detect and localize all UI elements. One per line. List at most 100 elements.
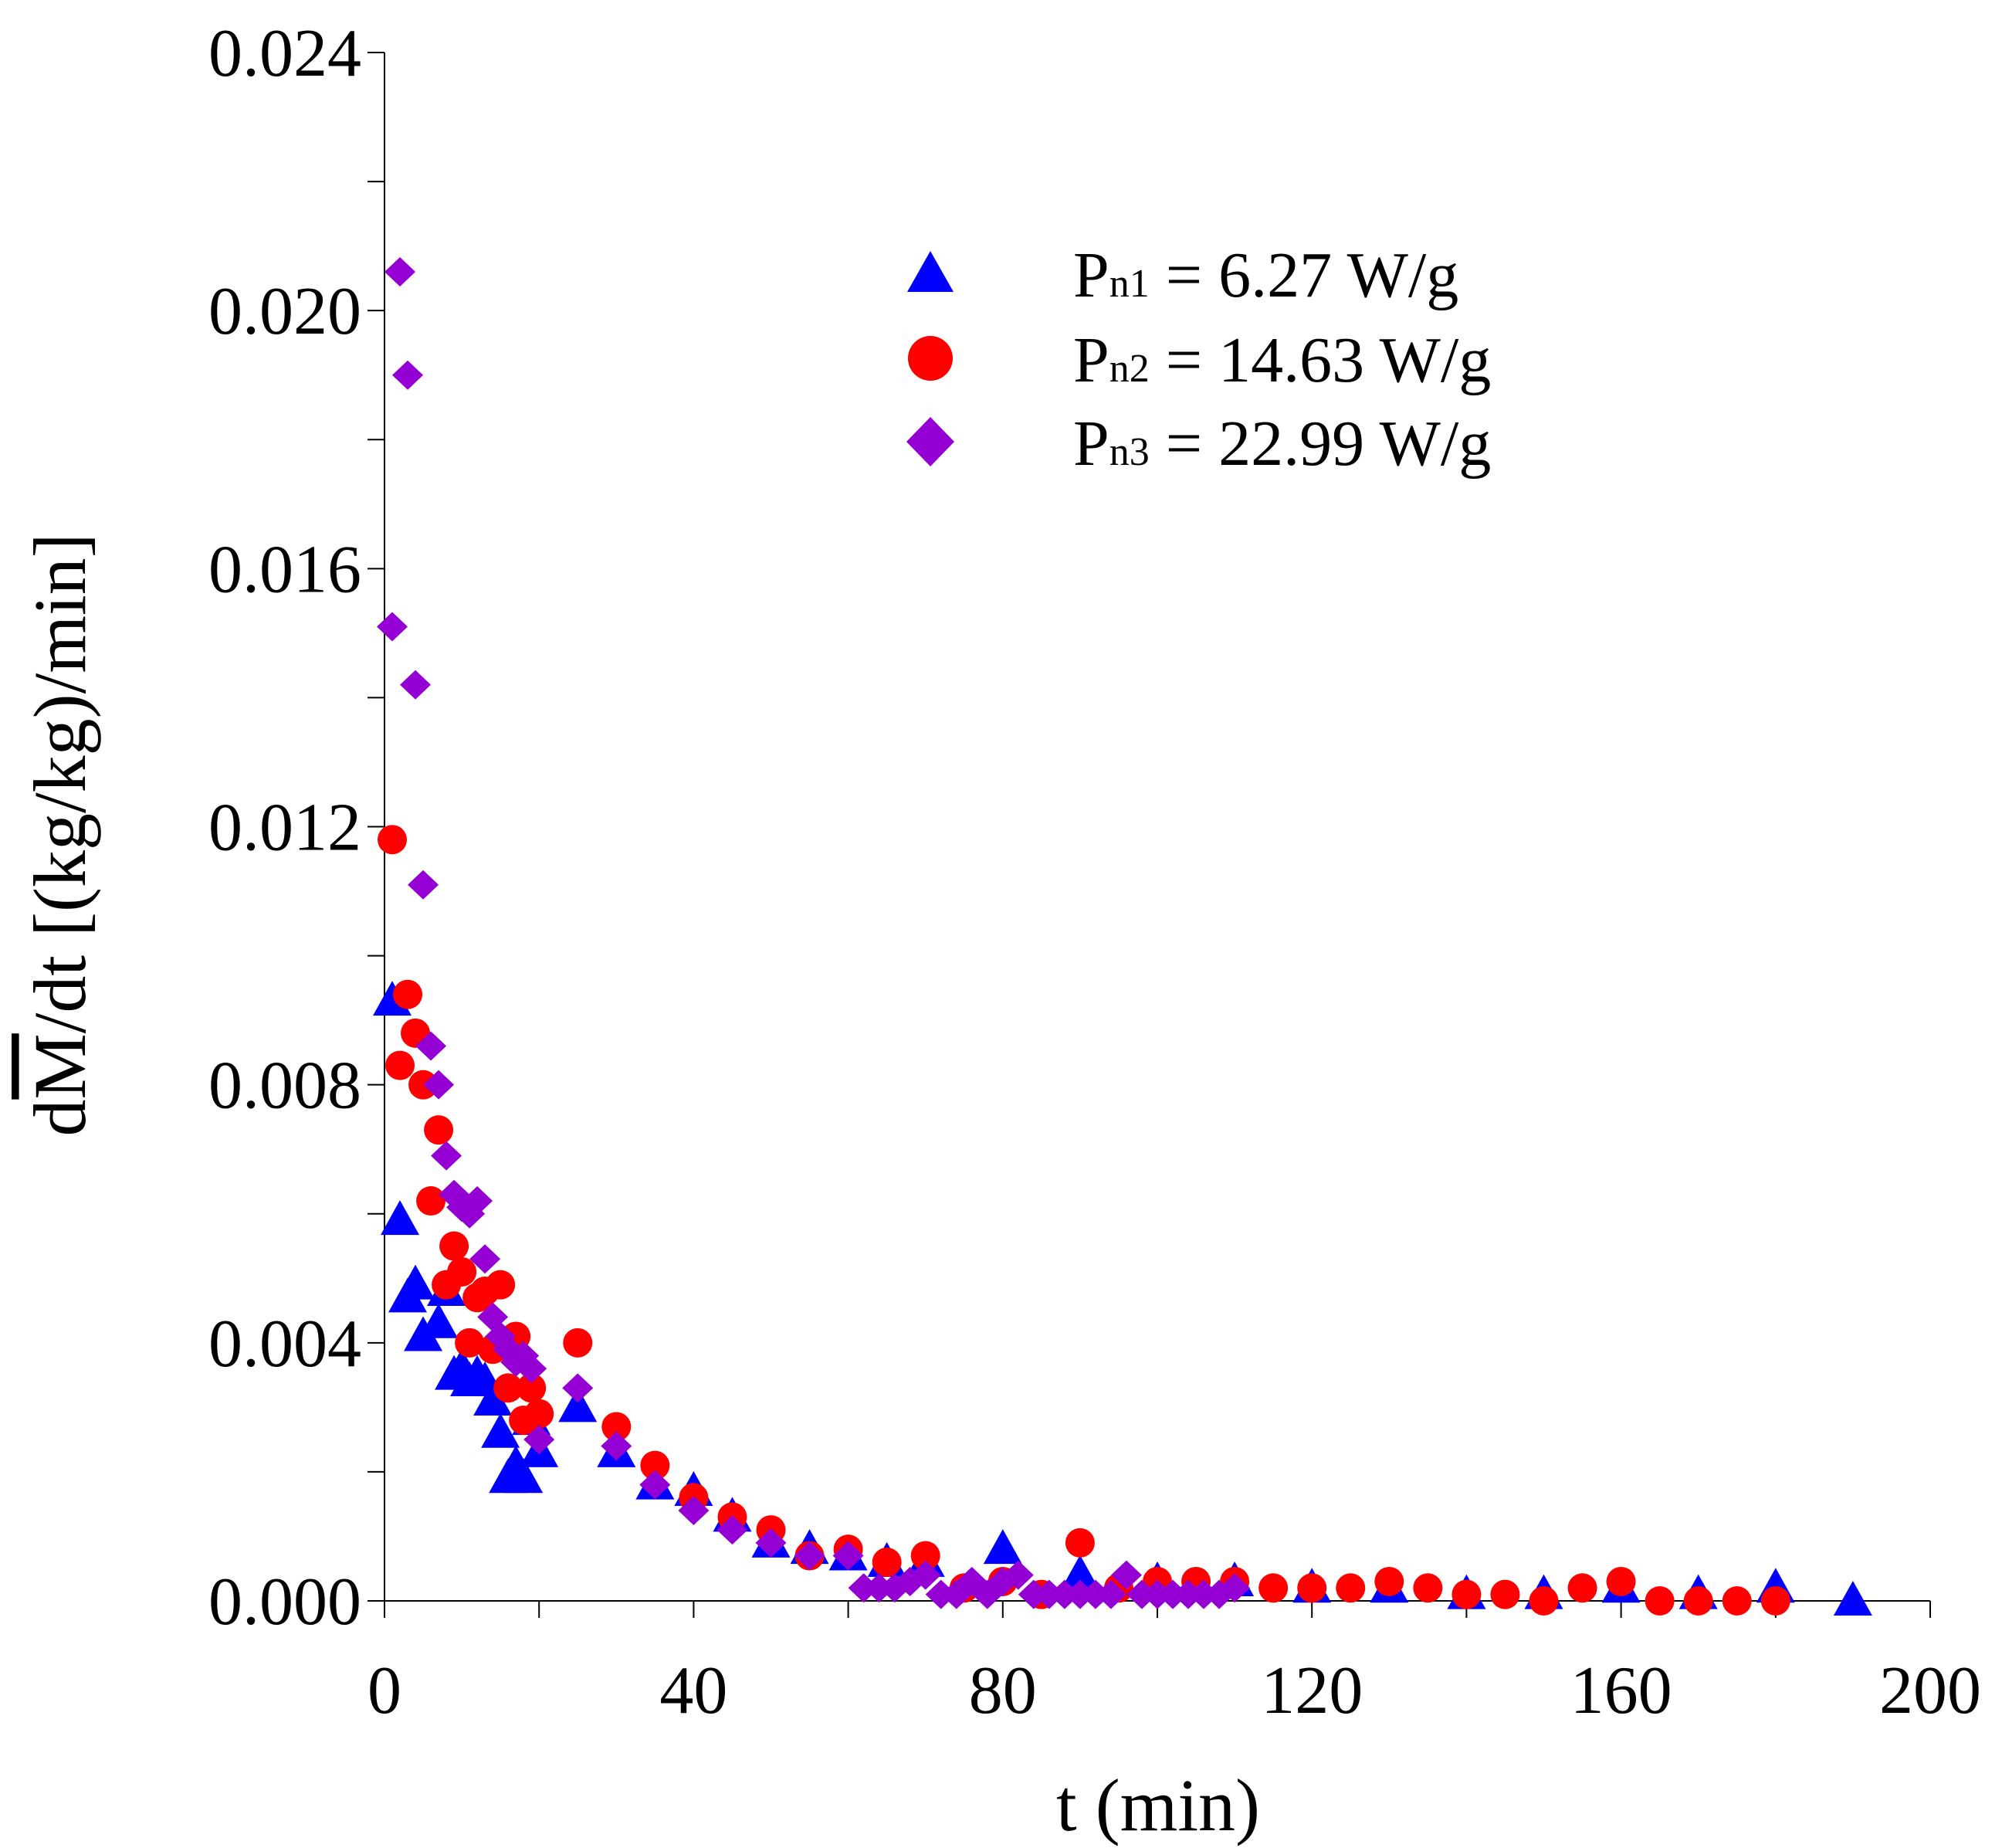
data-point-circle bbox=[1065, 1528, 1095, 1558]
data-point-diamond bbox=[678, 1496, 710, 1526]
data-point-diamond bbox=[1188, 1579, 1220, 1609]
data-point-diamond bbox=[639, 1470, 671, 1500]
data-point-circle bbox=[1258, 1573, 1289, 1603]
data-point-triangle bbox=[396, 1264, 435, 1300]
data-point-circle bbox=[1452, 1579, 1482, 1609]
data-point-diamond bbox=[940, 1579, 972, 1609]
y-tick-label: 0.012 bbox=[208, 791, 361, 866]
data-point-diamond bbox=[469, 1244, 501, 1274]
ticks: 0.000 0.004 0.008 0.012 0.016 0.020 0.024 0 40 80… bbox=[208, 16, 1981, 1728]
data-point-circle bbox=[1722, 1586, 1752, 1616]
data-point-circle bbox=[1606, 1566, 1636, 1596]
data-point-diamond bbox=[1002, 1560, 1034, 1590]
data-point-diamond bbox=[1095, 1579, 1126, 1609]
data-point-circle bbox=[872, 1547, 902, 1577]
data-point-diamond bbox=[716, 1515, 748, 1545]
data-point-diamond bbox=[562, 1373, 594, 1403]
data-point-triangle bbox=[1833, 1581, 1872, 1616]
legend-marker-diamond bbox=[906, 417, 954, 466]
x-tick-label: 40 bbox=[659, 1653, 727, 1728]
y-axis-label: dM/dt [(kg/kg)/min] bbox=[19, 533, 101, 1136]
data-point-circle bbox=[393, 979, 423, 1009]
data-point-diamond bbox=[1048, 1579, 1080, 1609]
data-point-circle bbox=[1760, 1586, 1790, 1616]
data-point-triangle bbox=[1060, 1555, 1099, 1590]
data-point-circle bbox=[1490, 1579, 1520, 1609]
data-point-triangle bbox=[473, 1381, 513, 1416]
data-point-circle bbox=[517, 1373, 547, 1403]
data-point-diamond bbox=[400, 670, 432, 700]
data-point-diamond bbox=[1219, 1573, 1251, 1603]
data-point-circle bbox=[378, 825, 408, 855]
data-point-diamond bbox=[392, 360, 424, 390]
x-tick-label: 80 bbox=[969, 1653, 1037, 1728]
data-point-triangle bbox=[381, 1200, 420, 1236]
data-point-circle bbox=[439, 1231, 469, 1261]
data-point-circle bbox=[1336, 1573, 1366, 1603]
legend-label-1: Pn1 = 6.27 W/g bbox=[1073, 239, 1458, 311]
data-point-circle bbox=[640, 1450, 670, 1480]
data-point-diamond bbox=[1064, 1579, 1096, 1609]
data-point-diamond bbox=[1079, 1579, 1111, 1609]
data-point-diamond bbox=[462, 1186, 493, 1216]
data-point-circle bbox=[1529, 1586, 1559, 1616]
data-point-circle bbox=[601, 1412, 632, 1442]
data-point-triangle bbox=[504, 1458, 544, 1494]
series-2 bbox=[378, 825, 1790, 1616]
legend-marker-circle bbox=[908, 336, 953, 381]
data-point-circle bbox=[486, 1270, 516, 1300]
x-tick-label: 0 bbox=[368, 1653, 401, 1728]
data-point-diamond bbox=[415, 1031, 447, 1061]
data-point-diamond bbox=[794, 1541, 825, 1571]
data-point-diamond bbox=[848, 1573, 879, 1603]
data-point-diamond bbox=[523, 1425, 555, 1455]
legend: Pn1 = 6.27 W/g Pn2 = 14.63 W/g Pn3 = 22.… bbox=[906, 239, 1491, 480]
data-point-triangle bbox=[558, 1387, 598, 1422]
data-point-circle bbox=[447, 1256, 477, 1287]
data-point-circle bbox=[1567, 1573, 1597, 1603]
x-tick-label: 120 bbox=[1261, 1653, 1363, 1728]
legend-marker-triangle bbox=[907, 251, 954, 292]
data-point-diamond bbox=[601, 1431, 632, 1461]
y-tick-label: 0.004 bbox=[208, 1307, 361, 1382]
data-point-circle bbox=[493, 1373, 523, 1403]
x-tick-label: 160 bbox=[1570, 1653, 1672, 1728]
y-tick-label: 0.008 bbox=[208, 1049, 361, 1124]
y-axis-label-m: M bbox=[19, 1033, 101, 1099]
data-point-diamond bbox=[1173, 1579, 1204, 1609]
data-point-diamond bbox=[431, 1141, 462, 1171]
data-point-circle bbox=[1297, 1573, 1327, 1603]
data-point-diamond bbox=[910, 1560, 941, 1590]
data-point-diamond bbox=[516, 1354, 547, 1384]
data-point-circle bbox=[1413, 1573, 1443, 1603]
data-point-circle bbox=[455, 1328, 485, 1358]
x-tick-label: 200 bbox=[1879, 1653, 1981, 1728]
data-point-diamond bbox=[925, 1579, 957, 1609]
data-point-circle bbox=[524, 1399, 554, 1429]
data-point-diamond bbox=[755, 1528, 787, 1558]
data-point-circle bbox=[563, 1328, 593, 1358]
data-point-triangle bbox=[481, 1412, 520, 1448]
data-point-diamond bbox=[1110, 1560, 1142, 1590]
data-point-circle bbox=[424, 1115, 454, 1145]
legend-label-3: Pn3 = 22.99 W/g bbox=[1073, 408, 1491, 480]
data-point-circle bbox=[1645, 1586, 1675, 1616]
data-point-diamond bbox=[863, 1573, 895, 1603]
data-point-circle bbox=[408, 1070, 439, 1100]
data-point-diamond bbox=[971, 1579, 1003, 1609]
data-point-diamond bbox=[879, 1573, 910, 1603]
data-point-circle bbox=[910, 1541, 940, 1571]
data-point-circle bbox=[416, 1186, 446, 1216]
data-point-diamond bbox=[384, 257, 416, 287]
data-point-triangle bbox=[419, 1303, 459, 1338]
data-point-circle bbox=[1374, 1566, 1404, 1596]
data-point-diamond bbox=[1018, 1579, 1049, 1609]
data-point-diamond bbox=[408, 870, 439, 900]
data-point-diamond bbox=[1126, 1579, 1157, 1609]
y-tick-label: 0.000 bbox=[208, 1565, 361, 1639]
y-tick-label: 0.020 bbox=[208, 274, 361, 349]
data-point-circle bbox=[1683, 1586, 1713, 1616]
data-point-circle bbox=[385, 1050, 415, 1080]
data-point-diamond bbox=[1142, 1579, 1173, 1609]
data-point-diamond bbox=[832, 1541, 864, 1571]
